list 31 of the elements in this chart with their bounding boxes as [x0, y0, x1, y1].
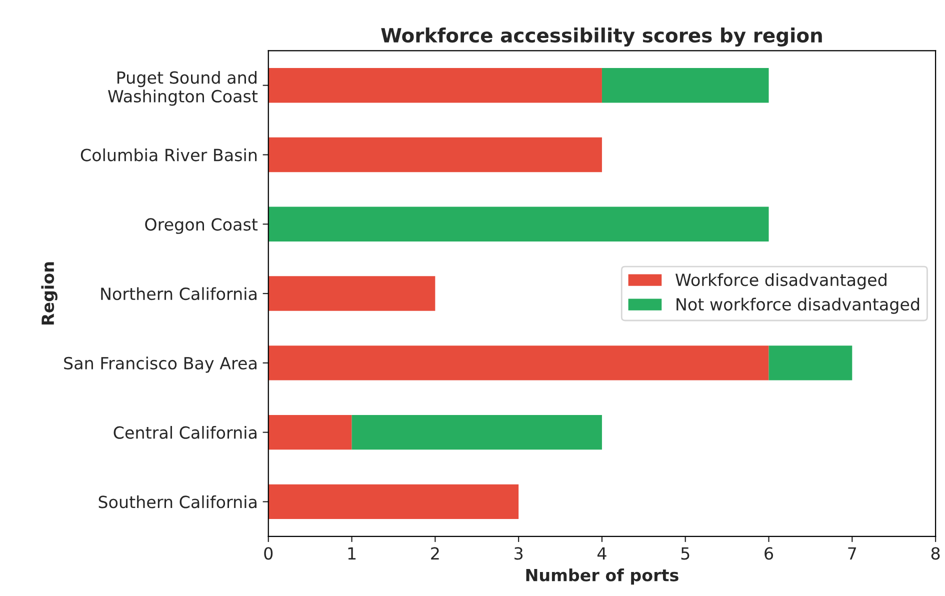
x-tick-label: 5 — [681, 547, 690, 560]
x-tick-label: 7 — [848, 547, 856, 560]
x-tick-label: 4 — [597, 547, 606, 560]
x-tick-label: 1 — [348, 547, 356, 560]
bar — [268, 414, 352, 450]
y-tick-label: Northern California — [101, 287, 256, 300]
y-axis-title: Region — [41, 262, 58, 325]
x-tick-label: 2 — [431, 547, 439, 560]
legend-label: Not workforce disadvantaged — [676, 298, 920, 314]
bar — [268, 206, 769, 242]
chart-title: Workforce accessibility scores by region — [381, 28, 822, 47]
y-tick-label: Columbia River Basin — [80, 148, 257, 162]
y-tick-label: San Francisco Bay Area — [64, 356, 256, 373]
y-tick-label: Central California — [114, 426, 256, 439]
bar — [268, 68, 602, 103]
bar — [268, 484, 519, 520]
y-tick-label: Oregon Coast — [145, 218, 258, 234]
bar — [602, 68, 769, 103]
bar — [268, 346, 769, 380]
bar — [768, 346, 852, 380]
y-tick-label: Southern California — [98, 495, 256, 508]
x-axis-title: Number of ports — [526, 568, 678, 585]
bar — [268, 276, 436, 311]
x-tick-label: 6 — [764, 547, 774, 560]
legend-label: Workforce disadvantaged — [676, 273, 886, 290]
bar — [268, 137, 602, 172]
bar — [352, 414, 602, 450]
y-tick-label: Puget Sound and Washington Coast — [108, 70, 258, 106]
x-tick-label: 3 — [514, 547, 523, 560]
x-tick-label: 0 — [264, 547, 273, 560]
x-tick-label: 8 — [931, 547, 940, 560]
